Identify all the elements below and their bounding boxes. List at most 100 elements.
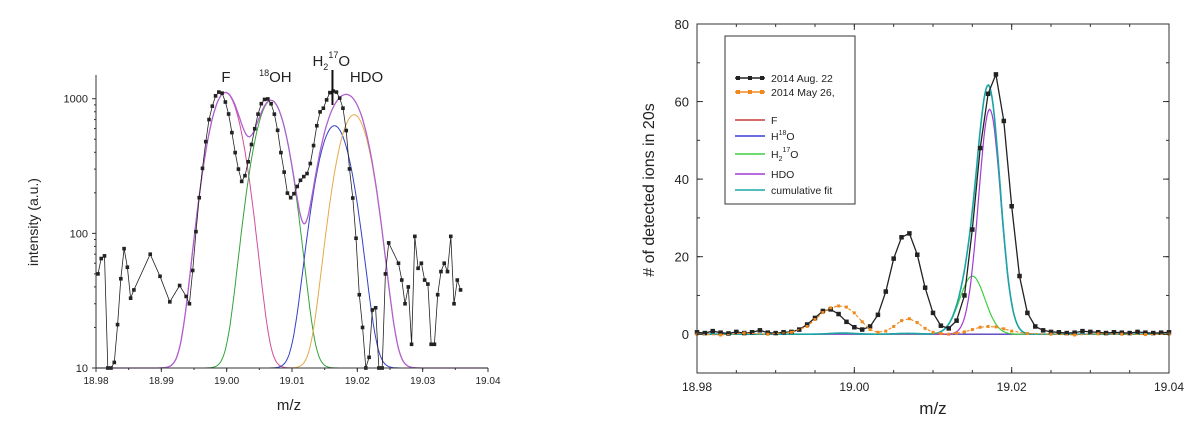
right-data-point xyxy=(804,322,810,327)
right-fit-h2-17o xyxy=(697,275,1169,335)
right-data-point xyxy=(875,312,881,318)
left-axes: 18.98 18.99 19.00 19.01 19.02 19.03 19.04 10 100… xyxy=(64,75,501,387)
left-data-point xyxy=(125,265,130,270)
left-data-point xyxy=(187,301,192,306)
right-y-tick-label: 40 xyxy=(675,172,689,187)
right-data-point xyxy=(1001,118,1007,124)
right-data-point xyxy=(970,227,975,232)
left-data-point xyxy=(439,269,443,274)
left-data-point xyxy=(207,117,211,122)
right-data-point xyxy=(994,325,998,329)
right-data-point xyxy=(710,328,715,334)
legend-marker xyxy=(760,76,764,80)
right-data-point xyxy=(726,331,731,336)
left-data-point xyxy=(184,294,188,299)
left-data-point xyxy=(158,274,162,279)
left-x-axis-label: m/z xyxy=(277,397,301,414)
left-data-point xyxy=(311,143,316,148)
right-data-point xyxy=(1017,273,1022,279)
right-data-point xyxy=(939,331,943,335)
left-data-point xyxy=(452,301,456,306)
right-data-series xyxy=(694,72,1172,337)
left-data-point xyxy=(360,325,365,330)
left-data-point xyxy=(344,128,349,133)
legend-label-superscript: 17 xyxy=(783,147,791,154)
left-data-point xyxy=(350,196,355,200)
legend-label: F xyxy=(771,115,777,127)
left-data-point xyxy=(102,254,107,258)
annotation-hdo: HDO xyxy=(350,69,383,86)
right-data-point xyxy=(766,332,770,336)
left-data-point xyxy=(252,126,257,131)
annotation-h2-17o-h: H xyxy=(312,53,323,70)
legend-label-text: 2014 Aug. 22 xyxy=(771,73,833,85)
right-data-point xyxy=(1033,324,1038,329)
left-data-point xyxy=(445,269,450,274)
left-data-point xyxy=(367,355,371,360)
left-data-point xyxy=(132,288,136,292)
left-data-point xyxy=(426,282,430,286)
left-data-point xyxy=(275,128,280,133)
right-data-point xyxy=(993,72,999,77)
right-data-point xyxy=(977,145,983,151)
right-data-point xyxy=(1025,310,1030,316)
legend-label: 2014 May 26, xyxy=(771,87,835,99)
legend-label: cumulative fit xyxy=(771,185,832,197)
right-data-point xyxy=(829,306,833,310)
left-data-point xyxy=(99,256,104,261)
right-data-point xyxy=(860,320,864,324)
right-data-point xyxy=(946,326,951,331)
right-data-point xyxy=(1002,327,1006,331)
right-data-point xyxy=(922,285,928,290)
left-fit-cumulative xyxy=(96,91,488,369)
right-data-point xyxy=(1080,328,1085,334)
left-data-point xyxy=(458,288,463,292)
left-data-point xyxy=(328,90,332,95)
left-data-point xyxy=(386,241,391,245)
right-data-point xyxy=(883,289,889,294)
right-data-point xyxy=(938,323,944,328)
left-data-point xyxy=(357,292,362,297)
right-data-point xyxy=(915,252,920,257)
right-data-point xyxy=(884,329,888,333)
right-data-point xyxy=(773,330,778,336)
left-data-point xyxy=(315,123,319,128)
right-data-point xyxy=(900,319,904,323)
left-data-point xyxy=(354,236,358,241)
right-x-tick-label: 19.00 xyxy=(839,380,869,394)
legend-label-text: H xyxy=(771,131,779,143)
left-data-point xyxy=(266,97,270,101)
right-data-point xyxy=(868,328,872,332)
right-data-point xyxy=(852,324,857,330)
right-data-point xyxy=(930,310,936,316)
left-x-tick-label: 18.98 xyxy=(83,376,108,387)
left-data-point xyxy=(220,91,224,95)
left-data-point xyxy=(226,112,231,116)
legend-label-text: HDO xyxy=(771,169,794,181)
right-data-point xyxy=(844,305,848,309)
legend-marker xyxy=(748,76,752,80)
left-y-tick-label: 100 xyxy=(70,228,88,240)
right-data-point xyxy=(1120,332,1124,336)
left-data-point xyxy=(194,229,198,234)
left-data-point xyxy=(200,166,205,171)
legend-label-tail: O xyxy=(790,149,798,161)
left-data-point xyxy=(295,184,300,189)
left-data-point xyxy=(301,174,306,179)
left-x-tick-label: 19.04 xyxy=(475,376,500,387)
annotation-18oh-label: OH xyxy=(269,69,292,86)
right-data-point xyxy=(1135,329,1140,335)
left-data-point xyxy=(259,101,264,106)
left-x-tick-label: 19.03 xyxy=(410,376,435,387)
right-x-tick-label: 18.98 xyxy=(682,380,712,394)
right-data-point xyxy=(742,331,746,335)
right-y-tick-label: 20 xyxy=(675,250,689,265)
right-axes: 18.98 19.00 19.02 19.04 0 20 40 60 80 xyxy=(675,17,1185,394)
left-data-point xyxy=(239,179,244,184)
legend-label-text: 2014 May 26, xyxy=(771,87,835,99)
left-data-point xyxy=(119,276,123,281)
left-data-point xyxy=(230,130,234,135)
legend-label-subscript: 2 xyxy=(779,156,783,163)
right-data-point xyxy=(734,329,739,335)
legend-marker xyxy=(736,76,740,80)
